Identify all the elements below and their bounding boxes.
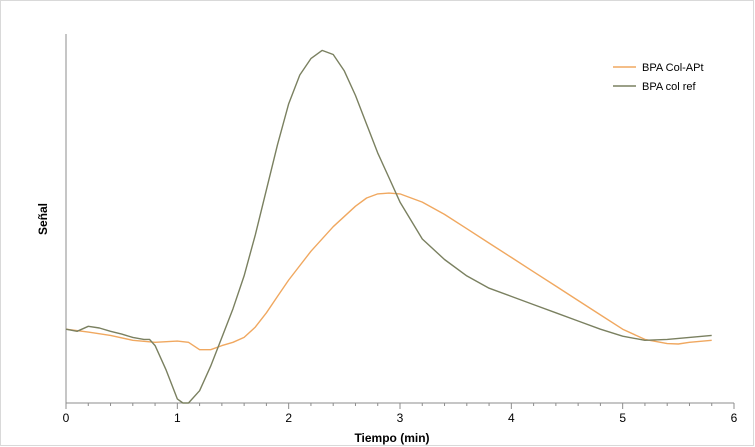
x-tick-label: 3 [397,411,404,425]
legend-label-1: BPA Col-APt [642,62,704,74]
y-axis-title: Señal [36,203,50,235]
x-tick-label: 0 [63,411,70,425]
x-axis-title: Tiempo (min) [354,431,429,445]
plot-area [65,49,712,404]
axes: 0 1 2 3 4 5 6 [63,34,738,425]
x-tick-label: 5 [619,411,626,425]
x-tick-label: 1 [174,411,181,425]
x-tick-label: 6 [731,411,738,425]
series-line-1 [65,192,712,351]
legend-label-2: BPA col ref [642,81,697,93]
legend: BPA Col-APt BPA col ref [613,62,704,93]
x-tick-label: 2 [285,411,292,425]
x-tick-label: 4 [508,411,515,425]
series-line-2 [65,49,712,404]
